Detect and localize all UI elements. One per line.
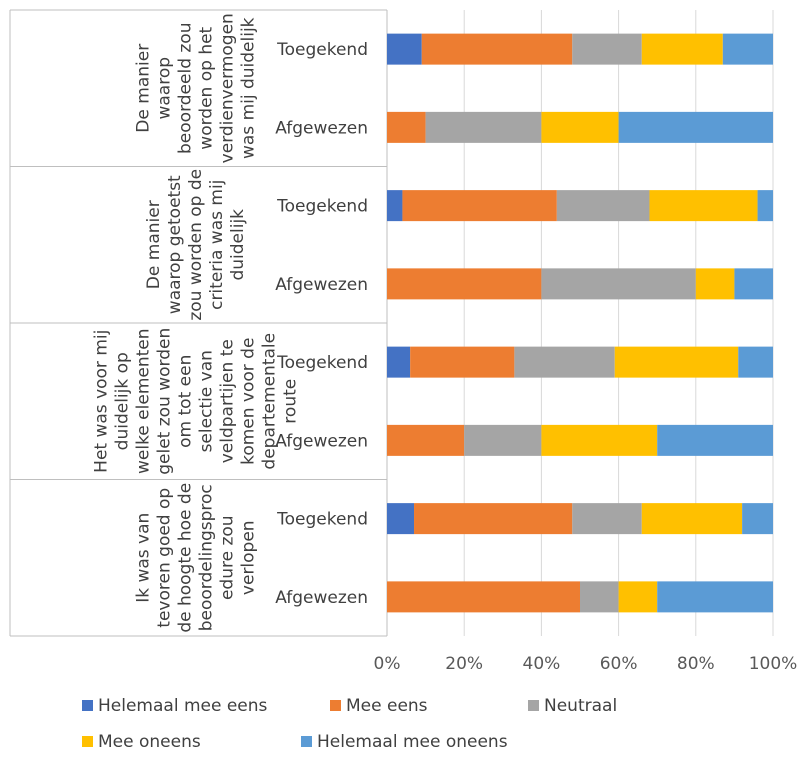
group-label-line: was mij duidelijk [239, 17, 259, 159]
category-label: Toegekend [276, 510, 368, 530]
category-labels: Toegekend Afgewezen Toegekend Afgewezen Toeg… [275, 40, 368, 608]
legend-swatch [82, 700, 93, 711]
bar-segment [541, 424, 658, 456]
bar-segment [614, 346, 739, 378]
bar-segment [738, 346, 773, 378]
x-tick-label: 20% [445, 654, 483, 674]
group-label: De manierwaarop getoetstzou worden op de… [144, 169, 248, 321]
legend: Helemaal mee eens Mee eens Neutraal Mee one… [82, 696, 617, 752]
group-label-line: tevoren goed op [155, 488, 175, 628]
group-label-line: worden op het [197, 26, 217, 149]
x-tick-label: 40% [523, 654, 561, 674]
category-label: Afgewezen [275, 588, 368, 608]
group-label-line: departementale [260, 333, 280, 470]
category-label: Toegekend [276, 353, 368, 373]
group-label-line: verdienvermogen [218, 13, 238, 163]
bar-segment [425, 111, 542, 143]
x-axis-ticks: 0% 20% 40% 60% 80% 100% [374, 654, 798, 674]
bar-segment [387, 190, 403, 222]
bar-segment [556, 190, 650, 222]
group-label-line: waarop getoetst [165, 175, 185, 314]
bar-segment [742, 503, 773, 535]
group-label-line: edure zou [218, 515, 238, 600]
group-label-line: route [281, 379, 301, 424]
bar-segment [641, 33, 723, 65]
bars [387, 33, 773, 613]
x-tick-label: 80% [677, 654, 715, 674]
bar-segment [580, 581, 619, 613]
group-label-line: waarop [155, 57, 175, 120]
group-label-line: om tot een [176, 355, 196, 448]
bar-segment [618, 581, 658, 613]
group-label-line: Het was voor mij [92, 330, 112, 473]
category-label: Afgewezen [275, 431, 368, 451]
bar-segment [734, 268, 773, 300]
group-label-line: de hoogte hoe de [176, 483, 196, 633]
group-label-line: zou worden op de [186, 169, 206, 321]
bar-segment [514, 346, 615, 378]
group-label: Het was voor mijduidelijk opwelke elemen… [92, 328, 301, 475]
bar-segment [410, 346, 515, 378]
group-label-line: criteria was mij [207, 180, 227, 310]
gridlines [386, 10, 774, 636]
bar-segment [387, 268, 542, 300]
group-label-line: welke elementen [134, 328, 154, 474]
bar-segment [387, 346, 411, 378]
bar-segment [657, 581, 773, 613]
bar-segment [649, 190, 758, 222]
group-label-line: duidelijk op [113, 352, 133, 450]
bar-segment [387, 503, 415, 535]
group-label-line: selectie van [197, 350, 217, 452]
bar-segment [387, 33, 422, 65]
bar-segment [618, 111, 773, 143]
group-label-line: Ik was van [134, 513, 154, 603]
legend-swatch [528, 700, 539, 711]
group-label: Ik was vantevoren goed opde hoogte hoe d… [134, 483, 259, 633]
group-label-line: verlopen [239, 520, 259, 595]
group-labels: De manierwaaropbeoordeeld zouworden op h… [92, 13, 301, 633]
group-label-line: gelet zou worden [155, 328, 175, 475]
group-label: De manierwaaropbeoordeeld zouworden op h… [134, 13, 259, 163]
x-tick-label: 100% [749, 654, 798, 674]
bar-segment [572, 33, 642, 65]
legend-label: Mee oneens [98, 732, 201, 752]
category-label: Afgewezen [275, 118, 368, 138]
bar-segment [421, 33, 573, 65]
group-label-line: De manier [144, 200, 164, 289]
group-label-line: duidelijk [228, 209, 248, 281]
bar-segment [757, 190, 773, 222]
bar-segment [541, 111, 619, 143]
bar-segment [414, 503, 573, 535]
legend-swatch [301, 736, 312, 747]
legend-label: Helemaal mee eens [98, 696, 268, 716]
legend-swatch [330, 700, 341, 711]
x-tick-label: 60% [600, 654, 638, 674]
x-tick-label: 0% [374, 654, 401, 674]
category-label: Toegekend [276, 40, 368, 60]
legend-swatch [82, 736, 93, 747]
bar-segment [387, 111, 426, 143]
bar-segment [572, 503, 642, 535]
bar-segment [722, 33, 773, 65]
group-label-line: komen voor de [239, 338, 259, 465]
bar-segment [387, 424, 465, 456]
category-label: Afgewezen [275, 275, 368, 295]
bar-segment [641, 503, 743, 535]
legend-label: Mee eens [346, 696, 428, 716]
bar-segment [387, 581, 580, 613]
bar-segment [402, 190, 557, 222]
bar-segment [657, 424, 773, 456]
group-label-line: veldpartijen te [218, 339, 238, 463]
group-label-line: beoordelingsproc [197, 484, 217, 631]
group-label-line: De manier [134, 44, 154, 133]
bar-segment [541, 268, 696, 300]
legend-label: Helemaal mee oneens [317, 732, 508, 752]
bar-segment [464, 424, 542, 456]
group-label-line: beoordeeld zou [176, 23, 196, 154]
category-label: Toegekend [276, 197, 368, 217]
legend-label: Neutraal [544, 696, 617, 716]
bar-segment [695, 268, 735, 300]
